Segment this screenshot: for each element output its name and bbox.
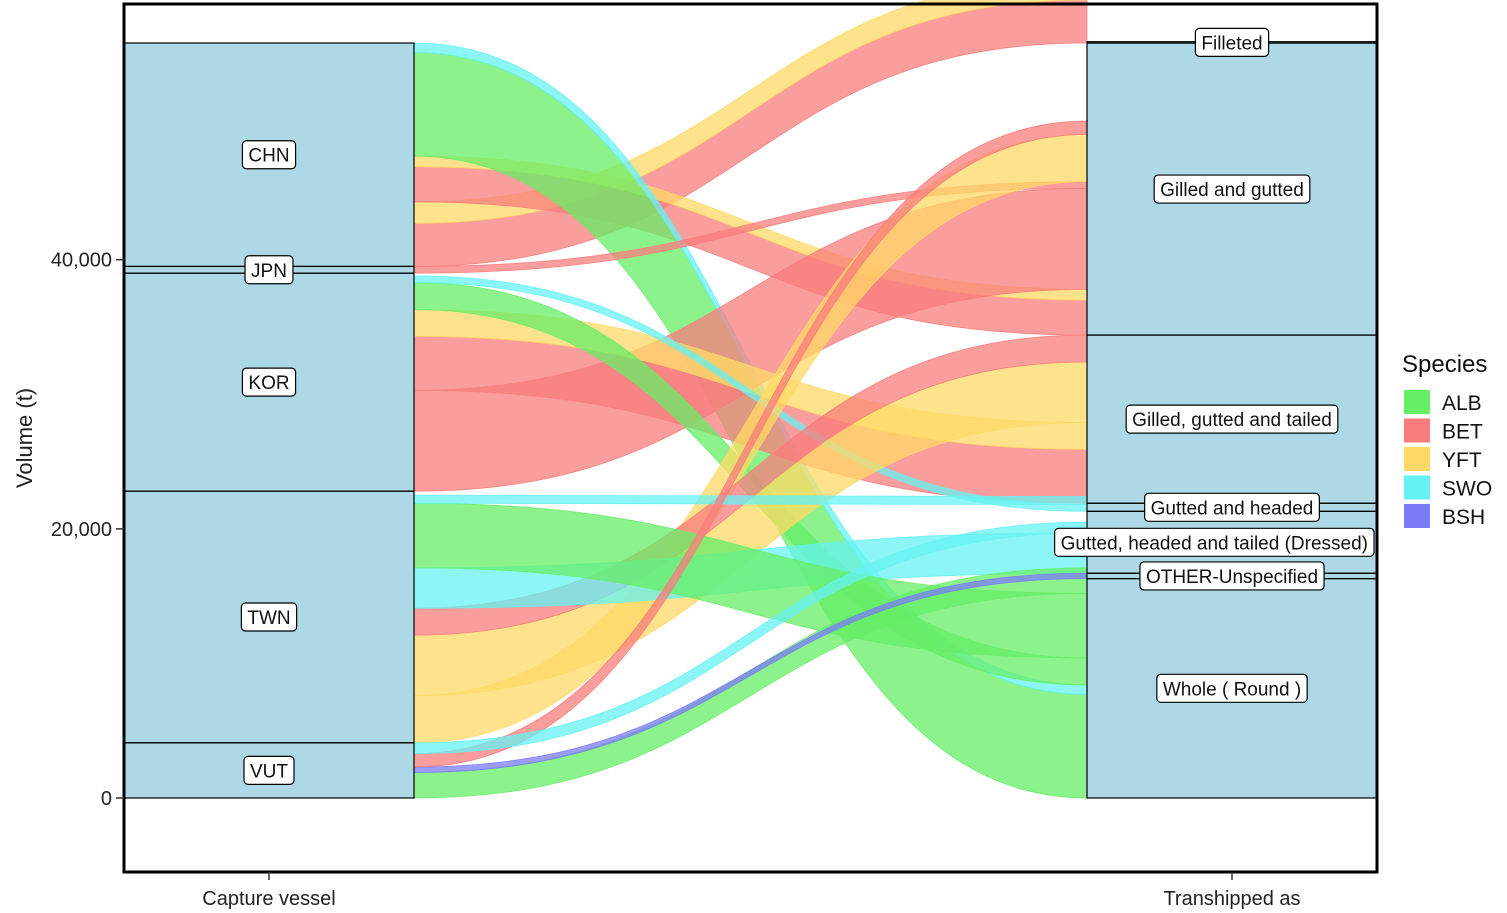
stratum-label-text: Filleted — [1201, 33, 1262, 54]
legend-label-alb: ALB — [1442, 392, 1482, 415]
stratum-label-box — [1139, 561, 1325, 591]
stratum-label-box — [1194, 27, 1270, 57]
stratum-label: Gilled and gutted — [1153, 174, 1311, 204]
y-axis-title: Volume (t) — [12, 388, 37, 488]
stratum-label-text: JPN — [251, 261, 287, 282]
stratum-label: Gilled, gutted and tailed — [1125, 404, 1339, 434]
flow-chn-yft — [413, 0, 1088, 224]
legend-swatch-bet — [1404, 418, 1430, 443]
stratum-label-box — [1125, 404, 1339, 434]
stratum-label-text: Gutted and headed — [1151, 498, 1314, 519]
stratum-label: Gutted, headed and tailed (Dressed) — [1054, 527, 1375, 557]
legend-swatch-swo — [1404, 475, 1430, 500]
y-tick-label: 0 — [101, 788, 112, 810]
legend-label-swo: SWO — [1442, 478, 1492, 501]
legend-label-bet: BET — [1442, 421, 1483, 444]
stratum-label-box — [243, 755, 295, 785]
legend-swatch-alb — [1404, 390, 1430, 414]
stratum-label-text: Gilled, gutted and tailed — [1132, 410, 1332, 431]
stratum-label-text: VUT — [250, 761, 288, 782]
stratum-label: Gutted and headed — [1144, 492, 1320, 522]
legend-label-bsh: BSH — [1442, 506, 1485, 529]
stratum-label-layer: VUT TWN KOR JPN CHN Whole ( Round ) OTHER-Unsp… — [240, 27, 1375, 785]
stratum-label-box — [241, 140, 297, 170]
stratum-label-text: TWN — [247, 608, 290, 629]
flow-twn-swo — [413, 494, 1088, 506]
legend-swatch-yft — [1404, 447, 1430, 471]
stratum-label: CHN — [241, 140, 297, 170]
stratum-label: Filleted — [1194, 27, 1270, 57]
stratum-label-text: OTHER-Unspecified — [1146, 567, 1318, 588]
stratum-label-box — [1144, 492, 1320, 522]
legend-title: Species — [1402, 351, 1487, 378]
stratum-label: TWN — [240, 602, 298, 632]
x-tick-label: Transhipped as — [1163, 888, 1300, 910]
legend-swatch-bsh — [1404, 504, 1430, 528]
stratum-label-box — [244, 255, 294, 285]
stratum-label-text: Gilled and gutted — [1160, 180, 1304, 201]
stratum-label: VUT — [243, 755, 295, 785]
y-axis: 0 20,000 40,000 — [51, 250, 124, 810]
stratum-label-box — [241, 367, 297, 397]
y-tick-label: 20,000 — [51, 519, 112, 541]
stratum-label-box — [1054, 527, 1375, 557]
plot-panel-border — [122, 2, 1379, 874]
stratum-label-text: Whole ( Round ) — [1163, 679, 1301, 700]
x-axis: Capture vessel Transhipped as — [202, 872, 1301, 910]
stratum-label-box — [1156, 673, 1308, 703]
legend: Species ALB BET YFT SWO BSH — [1402, 351, 1492, 529]
stratum-label: Whole ( Round ) — [1156, 673, 1308, 703]
x-tick-label: Capture vessel — [202, 888, 335, 910]
legend-label-yft: YFT — [1442, 449, 1482, 472]
stratum-label-text: KOR — [248, 373, 289, 394]
stratum-label: KOR — [241, 367, 297, 397]
stratum-label-box — [240, 602, 298, 632]
stratum-label-text: Gutted, headed and tailed (Dressed) — [1061, 533, 1368, 554]
stratum-label-box — [1153, 174, 1311, 204]
flow-layer — [413, 0, 1088, 799]
stratum-label: OTHER-Unspecified — [1139, 561, 1325, 591]
stratum-label-text: CHN — [248, 146, 289, 167]
stratum-label: JPN — [244, 255, 294, 285]
y-tick-label: 40,000 — [51, 250, 112, 272]
